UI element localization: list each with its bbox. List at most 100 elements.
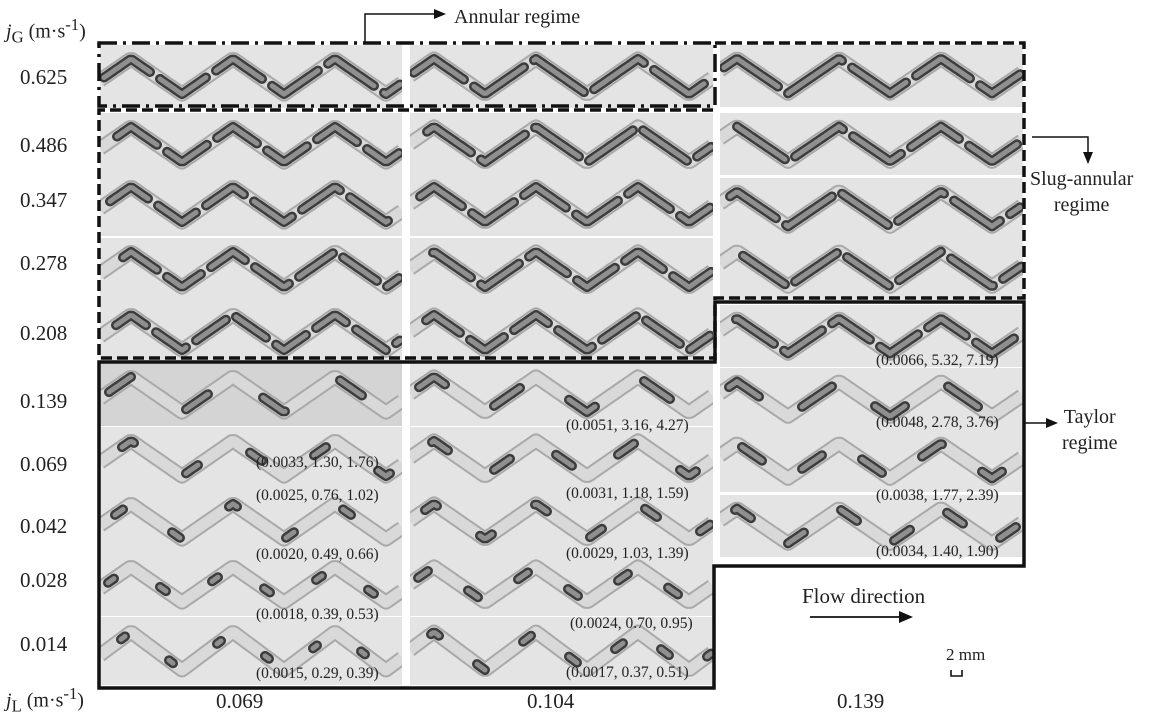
channel-image-cell: [100, 173, 402, 236]
channel-image-cell: [720, 305, 1023, 367]
flow-annotation: (0.0038, 1.77, 2.39): [876, 487, 999, 504]
annular-boundary: [97, 41, 717, 108]
channel-image-cell: [100, 301, 402, 364]
channel-image-cell: [100, 363, 402, 426]
channel-image-cell: [720, 178, 1023, 240]
slug-annular-arrowhead: [1083, 152, 1093, 164]
channel-image-cell: [720, 368, 1023, 430]
channel-image: [410, 238, 713, 301]
channel-image: [720, 368, 1023, 430]
flow-annotation: (0.0025, 0.76, 1.02): [256, 487, 379, 504]
channel-image: [720, 178, 1023, 240]
flow-annotation: (0.0031, 1.18, 1.59): [566, 485, 689, 502]
channel-image: [100, 45, 402, 108]
slug-annular-regime-label: Slug-annular regime: [1030, 168, 1134, 216]
jl-label: 0.069: [216, 689, 264, 713]
flow-annotation: (0.0020, 0.49, 0.66): [256, 546, 379, 563]
channel-image: [410, 113, 713, 176]
channel-image: [720, 305, 1023, 367]
channel-image: [410, 490, 713, 553]
flow-direction-arrowhead: [899, 611, 913, 623]
channel-image-cell: [720, 45, 1023, 107]
channel-image-cell: [410, 301, 713, 364]
flow-annotation: (0.0015, 0.29, 0.39): [256, 665, 379, 682]
channel-image: [410, 427, 713, 490]
flow-annotation: (0.0066, 5.32, 7.19): [876, 352, 999, 369]
jg-label: 0.139: [20, 389, 68, 413]
scale-bar-label: 2 mm: [946, 645, 986, 664]
channel-image-cell: [100, 238, 402, 301]
slug-annular-boundary: [97, 41, 1026, 360]
channel-image: [100, 363, 402, 426]
channel-image: [100, 553, 402, 616]
channel-image: [410, 553, 713, 616]
flow-annotation: (0.0024, 0.70, 0.95): [570, 615, 693, 632]
flow-annotation: (0.0033, 1.30, 1.76): [256, 454, 379, 471]
jl-label: 0.104: [527, 689, 575, 713]
x-axis-title: jL (m·s-1): [6, 684, 84, 716]
channel-image-cell: [410, 553, 713, 616]
channel-image-cell: [410, 113, 713, 176]
jg-label: 0.486: [20, 133, 68, 157]
flow-direction-label: Flow direction: [802, 584, 926, 608]
channel-image: [100, 238, 402, 301]
jg-label: 0.042: [20, 514, 68, 538]
flow-annotation: (0.0018, 0.39, 0.53): [256, 606, 379, 623]
channel-image: [410, 301, 713, 364]
channel-image: [720, 113, 1023, 175]
channel-image-cell: [720, 113, 1023, 175]
y-axis-title: jG (m·s-1): [6, 15, 86, 47]
channel-image: [410, 173, 713, 236]
channel-image: [720, 45, 1023, 107]
flow-annotation: (0.0017, 0.37, 0.51): [566, 664, 689, 681]
channel-image-cell: [720, 495, 1023, 557]
annular-pointer: [364, 13, 440, 43]
channel-image: [410, 45, 713, 108]
jg-label: 0.347: [20, 188, 68, 212]
jg-label: 0.014: [20, 632, 68, 656]
channel-image-cell: [410, 490, 713, 553]
channel-image: [720, 430, 1023, 492]
channel-image: [100, 173, 402, 236]
annular-regime-label: Annular regime: [454, 6, 581, 28]
channel-image: [100, 427, 402, 490]
jg-label: 0.208: [20, 321, 68, 345]
jg-label: 0.069: [20, 452, 68, 476]
channel-image-cell: [410, 173, 713, 236]
flow-annotation: (0.0051, 3.16, 4.27): [566, 417, 689, 434]
taylor-arrowhead: [1046, 418, 1058, 428]
channel-image-cell: [410, 45, 713, 108]
taylor-boundary: [97, 300, 1026, 690]
channel-image-cell: [100, 553, 402, 616]
channel-image: [100, 490, 402, 553]
channel-image: [410, 363, 713, 426]
channel-image-cell: [100, 617, 402, 685]
channel-image-cell: [410, 427, 713, 490]
channel-image-cell: [100, 113, 402, 176]
channel-image: [720, 238, 1023, 300]
jg-label: 0.625: [20, 65, 68, 89]
channel-image-cell: [720, 238, 1023, 300]
annular-arrowhead: [434, 9, 446, 19]
channel-image: [100, 301, 402, 364]
jl-label: 0.139: [837, 689, 885, 713]
channel-image-cell: [720, 430, 1023, 492]
channel-image: [100, 113, 402, 176]
channel-image: [410, 617, 713, 685]
channel-image-cell: [100, 490, 402, 553]
channel-image-cell: [100, 427, 402, 490]
channel-image-cell: [100, 45, 402, 108]
flow-annotation: (0.0034, 1.40, 1.90): [876, 543, 999, 560]
channel-image: [100, 617, 402, 685]
flow-annotation: (0.0029, 1.03, 1.39): [566, 545, 689, 562]
taylor-regime-label: Taylor regime: [1062, 406, 1118, 454]
scale-bar-icon: [950, 670, 963, 677]
channel-image-cell: [410, 617, 713, 685]
jg-label: 0.028: [20, 568, 68, 592]
channel-image: [720, 495, 1023, 557]
channel-image-cell: [410, 363, 713, 426]
flow-annotation: (0.0048, 2.78, 3.76): [876, 414, 999, 431]
slug-annular-pointer: [1032, 136, 1089, 158]
channel-image-cell: [410, 238, 713, 301]
